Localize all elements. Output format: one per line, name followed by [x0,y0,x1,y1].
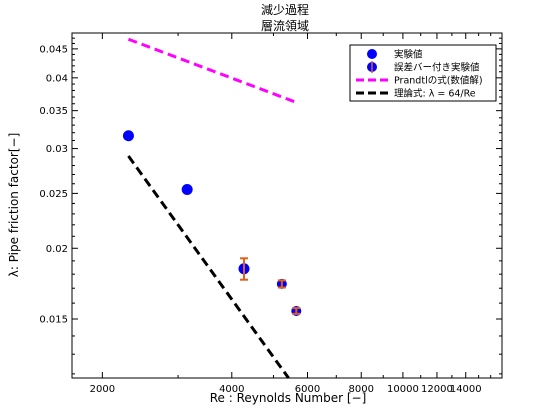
x-tick-label: 2000 [90,384,115,395]
legend-label: Prandtlの式(数値解) [394,75,483,87]
chart-title-line-2: 層流領域 [261,18,309,33]
y-tick-label: 0.02 [46,244,68,255]
x-tick-label: 4000 [219,384,244,395]
plot-marks [122,37,302,379]
x-tick-label: 6000 [295,384,320,395]
y-tick-label: 0.025 [39,189,68,200]
legend-marker-swatch [367,49,377,59]
chart-title-line-1: 減少過程 [261,2,309,17]
legend-label: 誤差バー付き実験値 [394,62,480,74]
legend-label: 実験値 [394,49,423,61]
y-tick-label: 0.03 [46,144,68,155]
data-point [122,130,134,142]
x-tick-label: 12000 [421,384,453,395]
x-axis-label: Re : Reynolds Number [−] [210,391,367,405]
data-point [181,183,193,195]
legend-label: 理論式: λ = 64/Re [394,88,476,100]
y-tick-label: 0.04 [46,73,68,84]
y-tick-label: 0.015 [39,315,68,326]
x-tick-label: 8000 [349,384,374,395]
x-tick-label: 14000 [450,384,482,395]
series-line [127,155,290,379]
y-tick-label: 0.045 [39,44,68,55]
y-tick-label: 0.035 [39,106,68,117]
y-axis-label: λ: Pipe friction factor[−] [7,133,21,278]
series-line [127,37,297,104]
x-tick-label: 10000 [387,384,419,395]
